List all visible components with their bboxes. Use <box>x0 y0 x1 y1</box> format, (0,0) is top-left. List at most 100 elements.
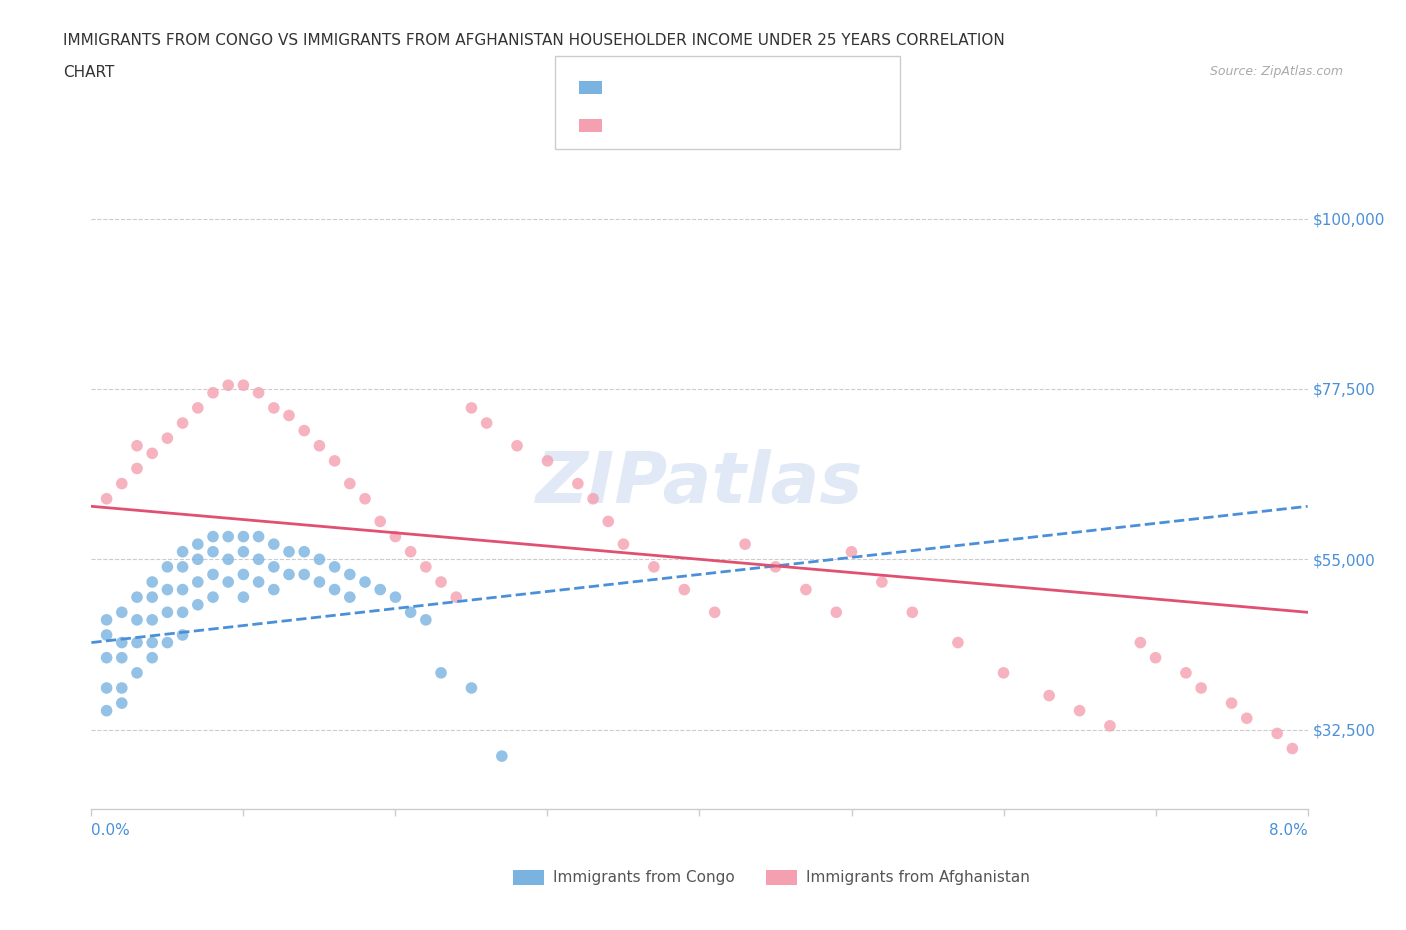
Point <box>125 613 148 628</box>
Point <box>96 628 118 643</box>
Point <box>1144 650 1167 665</box>
Point <box>1098 718 1121 733</box>
Point <box>111 635 134 650</box>
Point <box>673 582 696 597</box>
Text: 0.0%: 0.0% <box>91 823 131 838</box>
Point <box>399 544 422 559</box>
Point <box>430 665 453 680</box>
Point <box>1189 681 1212 696</box>
Text: R = -0.275   N = 56: R = -0.275 N = 56 <box>613 115 776 133</box>
Point <box>202 567 225 582</box>
Text: Source: ZipAtlas.com: Source: ZipAtlas.com <box>1209 65 1343 78</box>
Text: Immigrants from Afghanistan: Immigrants from Afghanistan <box>806 870 1029 885</box>
Point <box>247 551 270 566</box>
Point <box>172 628 194 643</box>
Point <box>232 544 254 559</box>
Point <box>323 560 346 575</box>
Point <box>292 544 315 559</box>
Point <box>125 461 148 476</box>
Point <box>536 454 558 469</box>
Point <box>339 476 361 491</box>
Point <box>263 560 285 575</box>
Point <box>187 401 209 416</box>
Point <box>308 551 330 566</box>
Point <box>368 582 391 597</box>
Point <box>111 604 134 619</box>
Point <box>734 537 756 551</box>
Point <box>612 537 634 551</box>
Point <box>232 378 254 392</box>
Point <box>172 604 194 619</box>
Point <box>232 590 254 604</box>
Point <box>703 604 725 619</box>
Point <box>292 567 315 582</box>
Point <box>368 514 391 529</box>
Point <box>415 613 437 628</box>
Point <box>643 560 665 575</box>
Text: IMMIGRANTS FROM CONGO VS IMMIGRANTS FROM AFGHANISTAN HOUSEHOLDER INCOME UNDER 25: IMMIGRANTS FROM CONGO VS IMMIGRANTS FROM… <box>63 33 1005 47</box>
Point <box>141 590 163 604</box>
Point <box>141 613 163 628</box>
Point <box>765 560 787 575</box>
Point <box>96 650 118 665</box>
Point <box>825 604 848 619</box>
Point <box>946 635 969 650</box>
Point <box>156 431 179 445</box>
Text: R =  0.099   N = 67: R = 0.099 N = 67 <box>613 77 775 96</box>
Point <box>475 416 498 431</box>
Point <box>202 544 225 559</box>
Text: CHART: CHART <box>63 65 115 80</box>
Point <box>156 582 179 597</box>
Point <box>156 560 179 575</box>
Point <box>202 529 225 544</box>
Point <box>1129 635 1152 650</box>
Point <box>125 635 148 650</box>
Point <box>278 408 301 423</box>
Point <box>444 590 467 604</box>
Point <box>384 590 406 604</box>
Point <box>278 544 301 559</box>
Point <box>1236 711 1258 725</box>
Point <box>292 423 315 438</box>
Point <box>384 529 406 544</box>
Point <box>141 575 163 590</box>
Point <box>901 604 924 619</box>
Point <box>308 438 330 453</box>
Point <box>141 445 163 460</box>
Point <box>399 604 422 619</box>
Point <box>506 438 529 453</box>
Point <box>247 385 270 400</box>
Point <box>172 416 194 431</box>
Point <box>156 604 179 619</box>
Point <box>202 385 225 400</box>
Point <box>598 514 620 529</box>
Point <box>125 590 148 604</box>
Point <box>96 491 118 506</box>
Point <box>96 613 118 628</box>
Point <box>263 537 285 551</box>
Point <box>323 454 346 469</box>
Point <box>1038 688 1060 703</box>
Point <box>794 582 817 597</box>
Point <box>582 491 605 506</box>
Point <box>172 582 194 597</box>
Text: ZIPatlas: ZIPatlas <box>536 449 863 518</box>
Point <box>247 529 270 544</box>
Point <box>339 567 361 582</box>
Point <box>217 575 239 590</box>
Point <box>232 529 254 544</box>
Point <box>232 567 254 582</box>
Point <box>567 476 589 491</box>
Point <box>111 476 134 491</box>
Point <box>323 582 346 597</box>
Text: Immigrants from Congo: Immigrants from Congo <box>553 870 734 885</box>
Point <box>217 551 239 566</box>
Point <box>141 650 163 665</box>
Point <box>1069 703 1091 718</box>
Point <box>993 665 1015 680</box>
Point <box>96 703 118 718</box>
Point <box>263 582 285 597</box>
Point <box>278 567 301 582</box>
Point <box>172 560 194 575</box>
Point <box>430 575 453 590</box>
